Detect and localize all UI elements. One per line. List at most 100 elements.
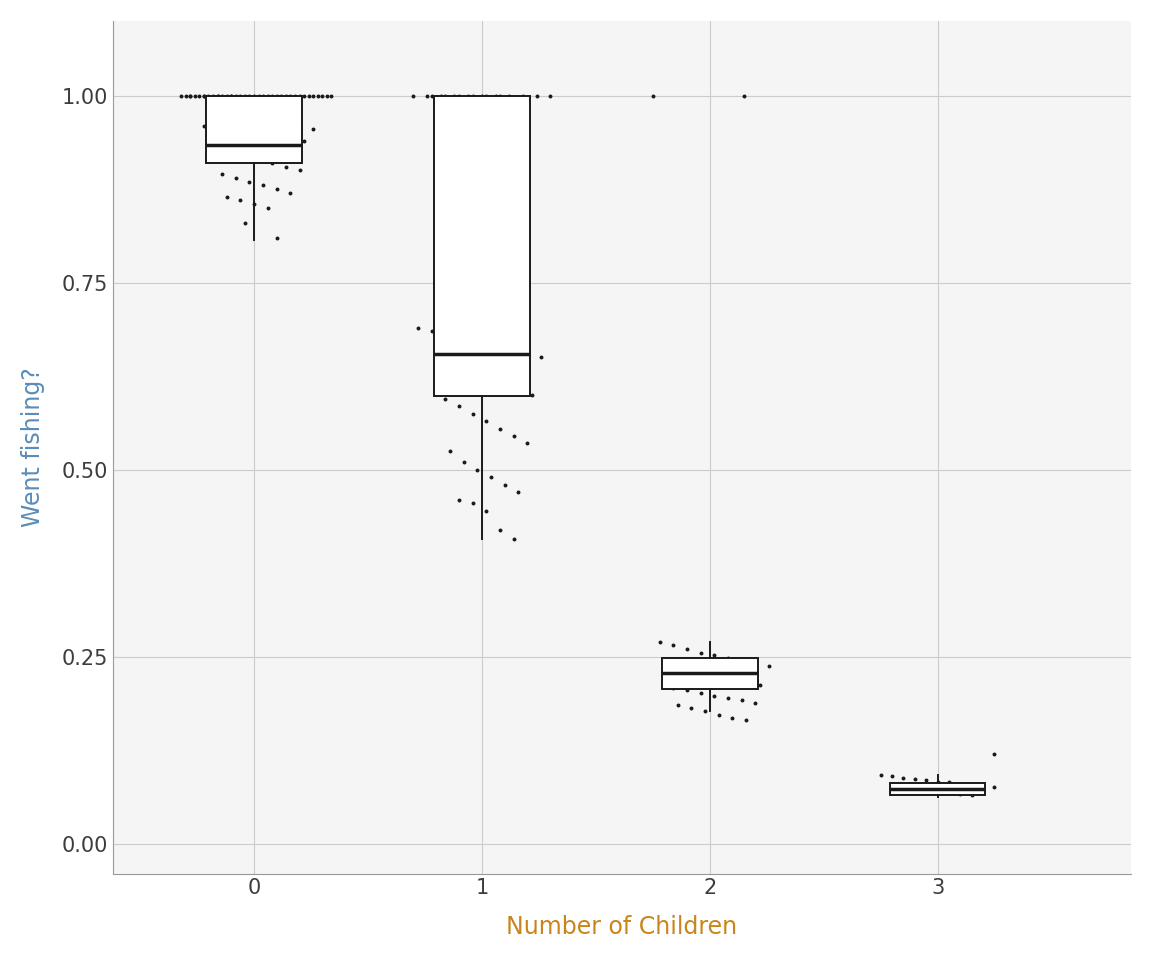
Point	[249, 88, 267, 104]
Point	[209, 122, 227, 137]
Point	[418, 88, 437, 104]
Point	[295, 132, 313, 148]
Point	[323, 88, 341, 104]
Bar	[661, 659, 758, 689]
Point	[905, 772, 924, 787]
Point	[185, 88, 204, 104]
Point	[682, 700, 700, 715]
Point	[677, 641, 696, 657]
Point	[204, 132, 222, 148]
X-axis label: Number of Children: Number of Children	[507, 915, 737, 939]
Point	[917, 773, 935, 788]
Point	[244, 88, 263, 104]
Point	[304, 88, 323, 104]
Point	[482, 469, 500, 485]
Point	[917, 782, 935, 798]
Point	[258, 88, 276, 104]
Point	[304, 122, 323, 137]
Point	[249, 152, 267, 167]
Point	[318, 88, 336, 104]
Point	[222, 122, 241, 137]
Point	[181, 88, 199, 104]
Point	[468, 462, 486, 477]
Point	[929, 783, 947, 799]
Point	[505, 531, 523, 546]
Point	[491, 420, 509, 436]
Point	[719, 651, 737, 666]
Point	[213, 129, 232, 144]
Point	[232, 88, 250, 104]
Point	[477, 335, 495, 350]
Point	[495, 477, 514, 492]
Point	[668, 662, 687, 678]
Point	[199, 88, 218, 104]
Point	[454, 454, 472, 469]
Point	[441, 444, 460, 459]
Point	[267, 88, 286, 104]
Point	[209, 88, 227, 104]
Point	[232, 140, 250, 156]
Point	[737, 712, 756, 728]
Point	[204, 88, 222, 104]
Point	[746, 695, 765, 710]
Point	[929, 774, 947, 789]
Point	[486, 88, 505, 104]
Bar	[206, 96, 302, 163]
Point	[668, 698, 687, 713]
Point	[723, 710, 742, 726]
Point	[241, 136, 259, 152]
Point	[463, 335, 482, 350]
Point	[227, 88, 245, 104]
Point	[241, 174, 259, 189]
Point	[195, 88, 213, 104]
Point	[295, 88, 313, 104]
Point	[751, 678, 770, 693]
Point	[482, 372, 500, 388]
Point	[491, 522, 509, 538]
Point	[276, 88, 295, 104]
Point	[664, 637, 682, 653]
Point	[241, 88, 259, 104]
Point	[463, 406, 482, 421]
Bar	[434, 96, 530, 396]
Point	[454, 361, 472, 376]
Point	[263, 88, 281, 104]
Point	[249, 126, 267, 141]
Point	[253, 134, 272, 150]
Point	[276, 129, 295, 144]
Point	[449, 331, 468, 347]
Point	[514, 88, 532, 104]
Point	[309, 88, 327, 104]
Point	[437, 391, 455, 406]
Point	[871, 767, 889, 782]
Point	[253, 178, 272, 193]
Point	[195, 118, 213, 133]
Point	[253, 88, 272, 104]
Y-axis label: Went fishing?: Went fishing?	[21, 368, 45, 527]
Point	[213, 166, 232, 181]
Point	[463, 495, 482, 511]
Point	[463, 88, 482, 104]
Point	[733, 653, 751, 668]
Point	[199, 132, 218, 148]
Point	[477, 503, 495, 518]
Point	[190, 88, 209, 104]
Point	[449, 398, 468, 414]
Point	[290, 88, 309, 104]
Point	[696, 668, 714, 684]
Point	[222, 88, 241, 104]
Point	[281, 136, 300, 152]
Point	[719, 690, 737, 706]
Point	[523, 387, 541, 402]
Point	[244, 140, 263, 156]
Point	[491, 339, 509, 354]
Point	[952, 786, 970, 802]
Point	[651, 634, 669, 649]
Point	[222, 88, 241, 104]
Point	[691, 645, 710, 660]
Point	[500, 88, 518, 104]
Point	[682, 665, 700, 681]
Point	[532, 349, 551, 365]
Point	[940, 785, 958, 801]
Point	[176, 88, 195, 104]
